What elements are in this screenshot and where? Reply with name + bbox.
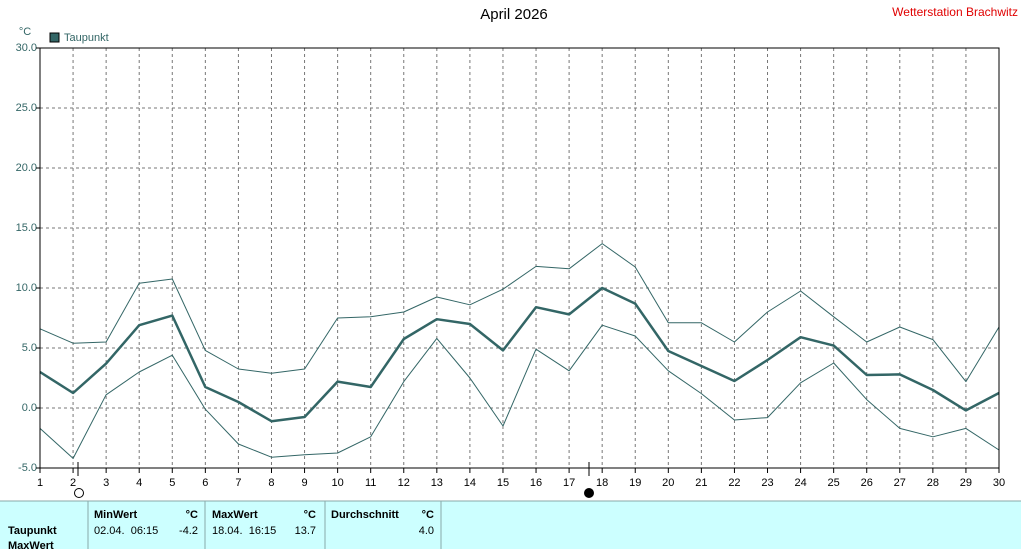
lines <box>39 243 1000 459</box>
station-name: Wetterstation Brachwitz <box>892 5 1018 19</box>
legend-swatch <box>49 32 60 43</box>
table-header: °C <box>422 509 434 521</box>
table: MinWert °C MaxWert °C Durchschnitt °C Taupunkt… <box>8 509 434 549</box>
x-tick-label: 26 <box>861 477 873 489</box>
x-tick-label: 28 <box>927 477 939 489</box>
y-tick-label: 30.0 <box>16 42 37 54</box>
range-line <box>39 324 1000 459</box>
x-tick-label: 30 <box>993 477 1005 489</box>
x-tick-label: 19 <box>629 477 641 489</box>
x-tick-label: 12 <box>398 477 410 489</box>
y-tick-label: 0.0 <box>22 402 37 414</box>
x-tick-label: 3 <box>103 477 109 489</box>
grid: -5.00.05.010.015.020.025.030.01 2 3 4 5 6 7 8 9 1… <box>16 42 1006 489</box>
table-cell: 02.04. 06:15 <box>94 525 158 537</box>
table-cell: Taupunkt <box>8 525 57 537</box>
table-header: Durchschnitt <box>331 509 399 521</box>
legend-label: Taupunkt <box>64 32 109 44</box>
y-tick-label: 25.0 <box>16 102 37 114</box>
table-cell: -4.2 <box>179 525 198 537</box>
table-cell: MaxWert <box>8 540 54 549</box>
x-tick-label: 22 <box>728 477 740 489</box>
x-tick-label: 7 <box>235 477 241 489</box>
x-tick-label: 20 <box>662 477 674 489</box>
x-tick-label: 15 <box>497 477 509 489</box>
moon-full <box>584 488 594 498</box>
y-tick-label: -5.0 <box>18 462 37 474</box>
table-cell: 13.7 <box>295 525 316 537</box>
x-tick-label: 11 <box>365 477 376 489</box>
range-line <box>39 243 1000 383</box>
y-tick-label: 20.0 <box>16 162 37 174</box>
mean-line <box>39 286 1000 423</box>
plot-frame <box>39 47 1000 469</box>
chart-title: April 2026 <box>480 6 548 23</box>
table-cell: 18.04. 16:15 <box>212 525 276 537</box>
x-tick-label: 17 <box>563 477 575 489</box>
table-header: °C <box>186 509 198 521</box>
x-tick-label: 27 <box>894 477 906 489</box>
x-tick-label: 5 <box>169 477 175 489</box>
x-tick-label: 2 <box>70 477 76 489</box>
y-tick-label: 5.0 <box>22 342 37 354</box>
x-tick-label: 25 <box>828 477 840 489</box>
x-tick-label: 9 <box>301 477 307 489</box>
x-tick-label: 1 <box>37 477 43 489</box>
y-tick-label: 15.0 <box>16 222 37 234</box>
x-tick-label: 8 <box>268 477 274 489</box>
moon-new <box>74 488 84 498</box>
x-tick-label: 13 <box>431 477 443 489</box>
x-tick-label: 23 <box>761 477 773 489</box>
x-tick-label: 6 <box>202 477 208 489</box>
x-tick-label: 24 <box>794 477 806 489</box>
table-header: MaxWert <box>212 509 258 521</box>
table-header: °C <box>304 509 316 521</box>
x-tick-label: 14 <box>464 477 476 489</box>
x-tick-label: 29 <box>960 477 972 489</box>
x-tick-label: 10 <box>331 477 343 489</box>
table-header: MinWert <box>94 509 138 521</box>
y-unit: °C <box>19 26 31 38</box>
x-tick-label: 18 <box>596 477 608 489</box>
table-background <box>0 501 1021 549</box>
table-cell: 4.0 <box>419 525 434 537</box>
x-tick-label: 16 <box>530 477 542 489</box>
y-tick-label: 10.0 <box>16 282 37 294</box>
x-tick-label: 21 <box>695 477 707 489</box>
x-tick-label: 4 <box>136 477 142 489</box>
